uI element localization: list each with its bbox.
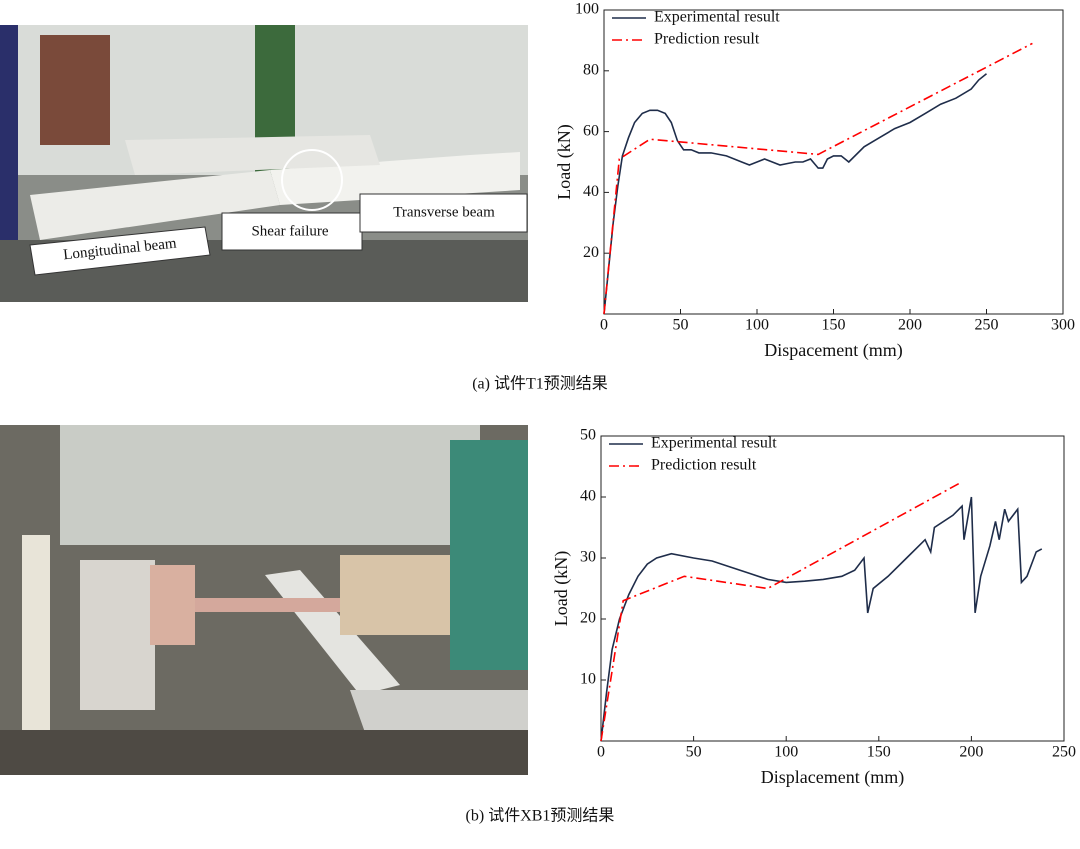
- series-line: [603, 73, 987, 315]
- photo-t1: Longitudinal beam Shear failure Transver…: [0, 25, 528, 302]
- x-tick-label: 200: [959, 744, 983, 761]
- y-tick-label: 20: [583, 244, 599, 261]
- y-axis-label: Load (kN): [551, 551, 572, 626]
- x-tick-label: 150: [822, 317, 846, 334]
- series-line: [600, 496, 1043, 742]
- legend-label: Prediction result: [654, 31, 760, 48]
- photo-label: Transverse beam: [393, 204, 495, 220]
- x-axis-label: Displacement (mm): [761, 767, 904, 788]
- x-tick-label: 0: [600, 317, 608, 334]
- legend-label: Experimental result: [654, 9, 780, 26]
- y-tick-label: 20: [580, 610, 596, 627]
- x-tick-label: 250: [975, 317, 999, 334]
- x-tick-label: 100: [774, 744, 798, 761]
- y-tick-label: 50: [580, 427, 596, 444]
- plot-frame: [603, 9, 1064, 315]
- y-tick-label: 40: [580, 488, 596, 505]
- photo-label: Shear failure: [251, 223, 328, 239]
- x-tick-label: 300: [1051, 317, 1075, 334]
- x-tick-label: 100: [745, 317, 769, 334]
- series-line: [600, 481, 963, 742]
- photo-xb1: [0, 425, 528, 775]
- x-tick-label: 50: [673, 317, 689, 334]
- x-axis-label: Dispacement (mm): [764, 340, 902, 361]
- series-line: [603, 42, 1033, 315]
- x-tick-label: 150: [867, 744, 891, 761]
- y-tick-label: 40: [583, 183, 599, 200]
- x-tick-label: 50: [686, 744, 702, 761]
- plot-frame: [600, 435, 1065, 742]
- caption: (a) 试件T1预测结果: [472, 375, 608, 393]
- x-tick-label: 250: [1052, 744, 1076, 761]
- y-tick-label: 100: [575, 1, 599, 18]
- y-tick-label: 10: [580, 671, 596, 688]
- y-axis-label: Load (kN): [554, 124, 575, 199]
- legend-label: Experimental result: [651, 435, 777, 452]
- y-tick-label: 30: [580, 549, 596, 566]
- y-tick-label: 80: [583, 61, 599, 78]
- legend-label: Prediction result: [651, 457, 757, 474]
- x-tick-label: 200: [898, 317, 922, 334]
- x-tick-label: 0: [597, 744, 605, 761]
- caption: (b) 试件XB1预测结果: [466, 807, 615, 825]
- y-tick-label: 60: [583, 122, 599, 139]
